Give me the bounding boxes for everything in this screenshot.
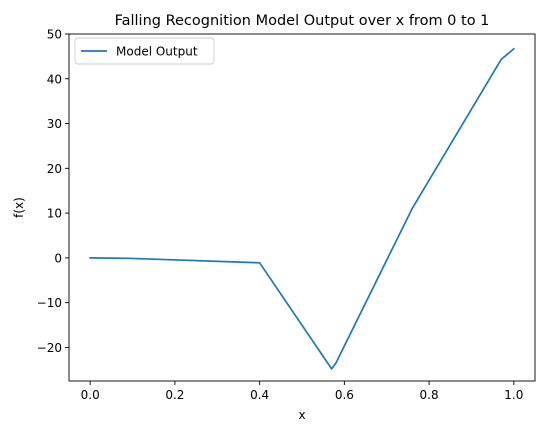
x-tick-label: 0.6 xyxy=(335,388,354,402)
y-tick-label: 0 xyxy=(54,251,62,265)
x-tick-label: 0.4 xyxy=(250,388,269,402)
y-tick-label: 20 xyxy=(47,162,62,176)
x-axis-label: x xyxy=(298,408,305,422)
y-tick-label: −20 xyxy=(37,341,62,355)
legend-label-model-output: Model Output xyxy=(116,45,198,59)
plot-area: 0.0 0.2 0.4 0.6 0.8 1.0 −20 −10 0 10 20 30 40 50 xyxy=(37,28,536,402)
legend-box xyxy=(74,37,215,65)
y-tick-label: 10 xyxy=(47,207,62,221)
y-tick-label: 40 xyxy=(47,72,62,86)
legend: Model Output xyxy=(74,37,215,65)
y-tick-label: 50 xyxy=(47,28,62,42)
x-tick-label: 0.2 xyxy=(165,388,184,402)
chart-title: Falling Recognition Model Output over x … xyxy=(115,13,490,29)
y-tick-label: 30 xyxy=(47,117,62,131)
series-line-model-output xyxy=(89,47,516,370)
axes-frame xyxy=(68,33,536,382)
x-tick-label: 0.8 xyxy=(420,388,439,402)
x-tick-label: 0.0 xyxy=(81,388,100,402)
y-tick-label: −10 xyxy=(37,296,62,310)
x-tick-label: 1.0 xyxy=(504,388,523,402)
y-axis-label: f(x) xyxy=(12,197,26,218)
